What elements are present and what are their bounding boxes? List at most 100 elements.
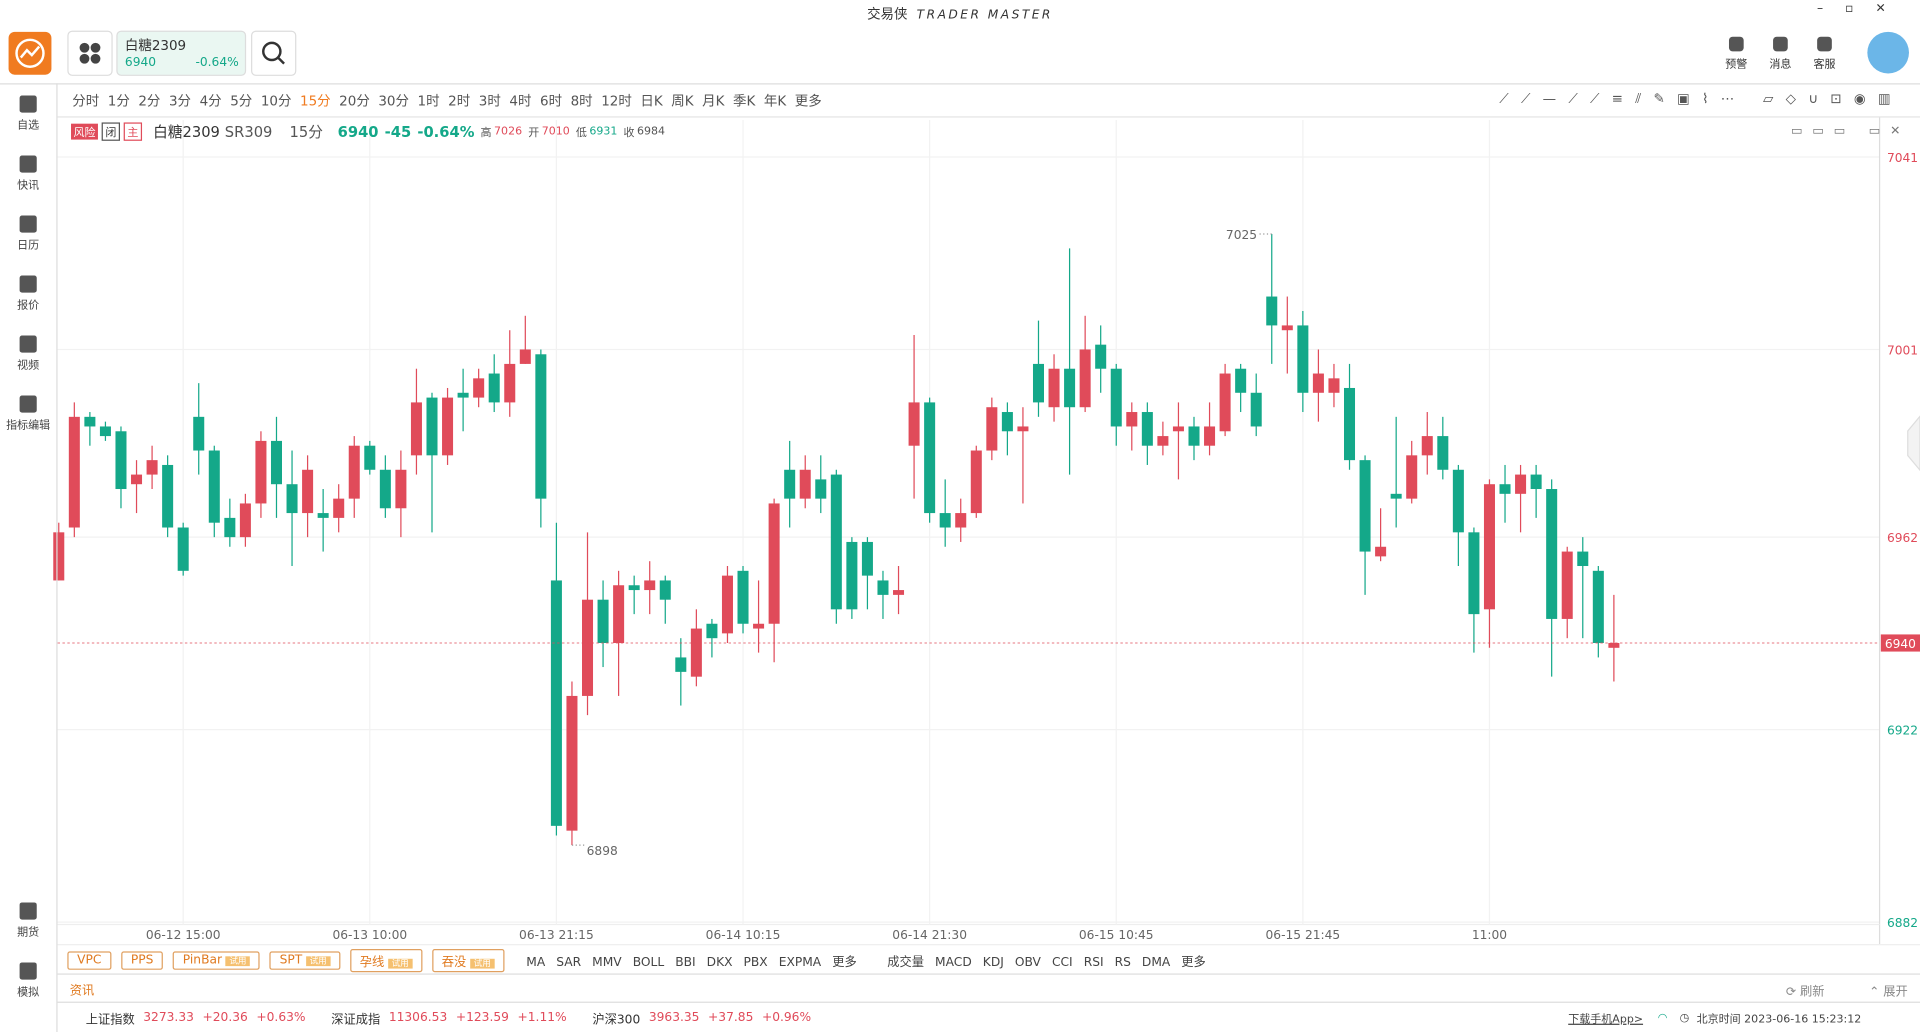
index-value: 3273.33 — [143, 1011, 194, 1025]
indicator-button[interactable]: DKX — [706, 956, 733, 970]
quote-label: 开 — [528, 127, 540, 140]
candle-body — [1437, 436, 1449, 470]
divider — [57, 944, 1920, 946]
period-button[interactable]: 3分 — [168, 93, 192, 109]
sidebar-item[interactable]: 日历 — [0, 215, 56, 252]
min-label: 6898 — [587, 844, 618, 858]
candle-body — [675, 657, 687, 672]
max-label: 7025 — [1226, 228, 1257, 242]
period-button[interactable]: 30分 — [378, 93, 409, 109]
candle-body — [1141, 412, 1153, 446]
indicator-button[interactable]: KDJ — [982, 956, 1004, 970]
sidebar-item[interactable]: 快讯 — [0, 155, 56, 192]
avatar[interactable] — [1867, 31, 1909, 74]
period-button[interactable]: 6时 — [540, 93, 563, 109]
indicator-group: MA SAR MMV BOLL BBI DKX PBX EXPMA 更多 — [526, 951, 867, 969]
period-button[interactable]: 日K — [640, 93, 663, 109]
indicator-button[interactable]: 更多 — [832, 956, 857, 970]
candle-body — [721, 575, 733, 634]
top-icon[interactable]: 消息 — [1758, 36, 1802, 71]
sidebar-item[interactable]: 视频 — [0, 335, 56, 373]
sidebar-item[interactable]: 模拟 — [0, 962, 56, 999]
indicator-button[interactable]: CCI — [1051, 956, 1073, 970]
strategy-button[interactable]: PinBar 试用 — [172, 951, 260, 970]
candle-body — [970, 450, 982, 514]
download-link[interactable]: 下载手机App> — [1568, 1013, 1644, 1027]
period-button[interactable]: 10分 — [260, 93, 292, 109]
period-button[interactable]: 周K — [671, 93, 694, 109]
quote-period[interactable]: 15分 — [289, 123, 323, 141]
candle-body — [115, 431, 127, 490]
apps-button[interactable] — [67, 30, 113, 76]
y-tick-label: 7001 — [1887, 343, 1918, 357]
draw-tools[interactable]: ⟋⟋—⟋⟋≡⫽✎▣⌇⋯ ▱◇∪⊡◉▥ — [1499, 90, 1903, 107]
indicator-button[interactable]: RS — [1114, 956, 1131, 970]
period-button[interactable]: 5分 — [230, 93, 253, 109]
quote-name: 白糖2309 — [153, 123, 220, 141]
indicator-button[interactable]: 成交量 — [887, 956, 925, 970]
indicator-button[interactable]: PBX — [743, 956, 768, 970]
period-button[interactable]: 2分 — [138, 93, 161, 109]
period-button[interactable]: 年K — [763, 93, 787, 109]
sidebar-item[interactable]: 指标编辑 — [0, 395, 56, 432]
candle-body — [1126, 412, 1138, 427]
sidebar-item[interactable]: 自选 — [0, 95, 56, 132]
period-button[interactable]: 更多 — [794, 93, 822, 109]
period-button[interactable]: 4分 — [199, 93, 222, 109]
period-button[interactable]: 季K — [733, 93, 756, 109]
status-bar: 下载手机App> ◠ ◷ 北京时间 2023-06-16 15:23:12 — [1568, 1010, 1910, 1026]
top-icon[interactable]: 预警 — [1714, 36, 1758, 71]
expand-button[interactable]: ⌃ 展开 — [1869, 985, 1908, 1000]
strategy-button[interactable]: PPS — [121, 951, 164, 970]
indicator-button[interactable]: OBV — [1014, 956, 1041, 970]
indicator-button[interactable]: MMV — [592, 956, 622, 970]
period-button[interactable]: 2时 — [448, 93, 471, 109]
indicator-button[interactable]: MA — [526, 956, 546, 970]
period-button[interactable]: 月K — [702, 93, 725, 109]
quote-last: 6940 — [337, 123, 379, 141]
candle-body — [566, 695, 578, 831]
strategy-button[interactable]: SPT 试用 — [269, 951, 341, 970]
period-button[interactable]: 1分 — [107, 93, 130, 109]
candle-body — [1561, 551, 1573, 619]
strategy-button[interactable]: VPC — [67, 951, 112, 970]
candle-body — [1188, 426, 1200, 446]
candle-body — [208, 450, 220, 523]
period-button[interactable]: 15分 — [300, 93, 331, 109]
strategy-button[interactable]: 吞没 试用 — [432, 948, 505, 973]
top-icon[interactable]: 客服 — [1802, 36, 1846, 71]
indicator-button[interactable]: SAR — [556, 956, 582, 970]
chart-tools[interactable]: ▭▭▭ ▭✕ — [1790, 124, 1911, 139]
strategy-button[interactable]: 孕线 试用 — [349, 948, 423, 973]
indicator-button[interactable]: BOLL — [632, 956, 665, 970]
sidebar-item[interactable]: 报价 — [0, 275, 56, 312]
quote-label: 收 — [623, 127, 635, 140]
indicator-button[interactable]: DMA — [1141, 956, 1171, 970]
period-button[interactable]: 分时 — [72, 93, 100, 109]
indicator-button[interactable]: 更多 — [1181, 956, 1206, 970]
wifi-icon: ◠ — [1657, 1012, 1668, 1025]
candle-body — [1048, 368, 1060, 408]
window-controls[interactable]: –▫✕ — [1816, 2, 1908, 16]
period-button[interactable]: 1时 — [417, 93, 440, 109]
indicator-button[interactable]: MACD — [935, 956, 972, 970]
sidebar-label: 视频 — [17, 360, 40, 373]
period-button[interactable]: 3时 — [478, 93, 501, 109]
index-name: 上证指数 — [85, 1013, 135, 1028]
period-button[interactable]: 8时 — [570, 93, 593, 109]
indicator-button[interactable]: EXPMA — [778, 956, 822, 970]
refresh-button[interactable]: ⟳ 刷新 — [1785, 985, 1825, 1000]
candle-body — [193, 416, 205, 451]
period-button[interactable]: 20分 — [339, 93, 370, 109]
candle-body — [1281, 325, 1293, 331]
period-button[interactable]: 12时 — [601, 93, 632, 109]
sidebar-item[interactable]: 期货 — [0, 902, 56, 939]
search-button[interactable] — [251, 30, 297, 76]
period-button[interactable]: 4时 — [509, 93, 532, 109]
watch-card[interactable]: 白糖2309 6940 -0.64% — [116, 30, 247, 76]
indicator-button[interactable]: BBI — [675, 956, 696, 970]
candle-body — [1157, 436, 1169, 446]
candle-body — [644, 580, 656, 591]
candle-body — [99, 426, 111, 437]
indicator-button[interactable]: RSI — [1083, 956, 1104, 970]
